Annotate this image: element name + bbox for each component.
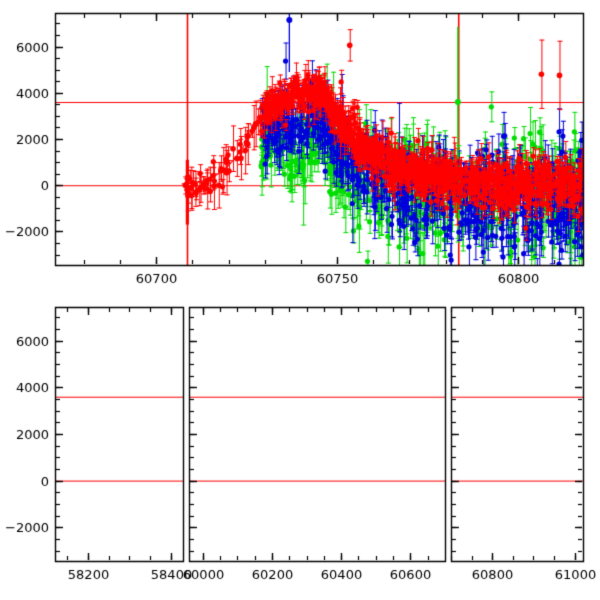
light-curve-figure: Two-panel astronomical difference-flux l… <box>0 0 600 600</box>
light-curve-canvas <box>0 0 600 600</box>
